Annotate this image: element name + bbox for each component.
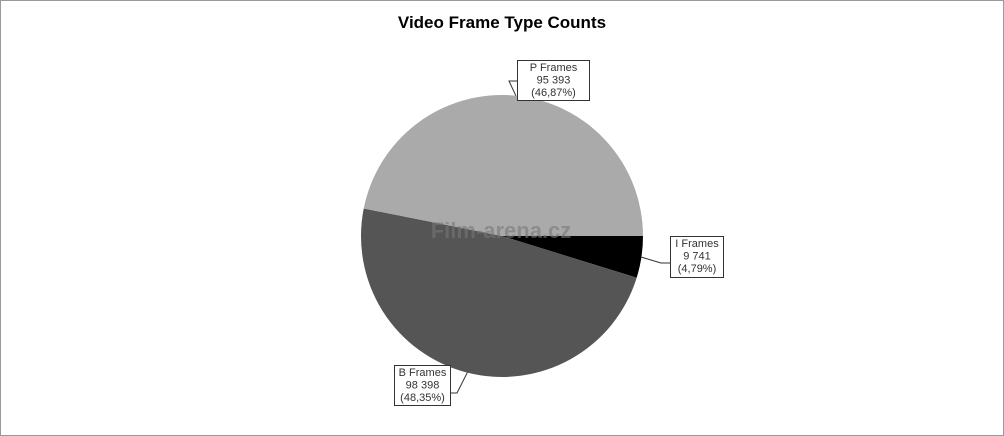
data-label-name: I Frames [675,238,719,250]
data-label-percent: (46,87%) [531,87,576,99]
leader-line [508,80,517,96]
data-label-box [670,236,724,278]
data-label-value: 98 398 [406,380,440,392]
pie-slice-b-frames [360,208,637,377]
data-label-value: 95 393 [537,75,571,87]
data-label-percent: (4,79%) [678,263,717,275]
data-label-box [517,60,590,101]
data-label-percent: (48,35%) [400,392,445,404]
leader-line [450,372,468,394]
pie-slice-p-frames [363,95,643,236]
data-label-name: B Frames [399,367,447,379]
chart-title: Video Frame Type Counts [397,13,607,32]
data-label-name: P Frames [530,62,578,74]
watermark: Film-arena.cz [431,218,572,243]
data-label-value: 9 741 [683,251,711,263]
leader-line [641,256,670,264]
pie-slice-i-frames [502,236,643,278]
data-label-box [394,365,451,406]
